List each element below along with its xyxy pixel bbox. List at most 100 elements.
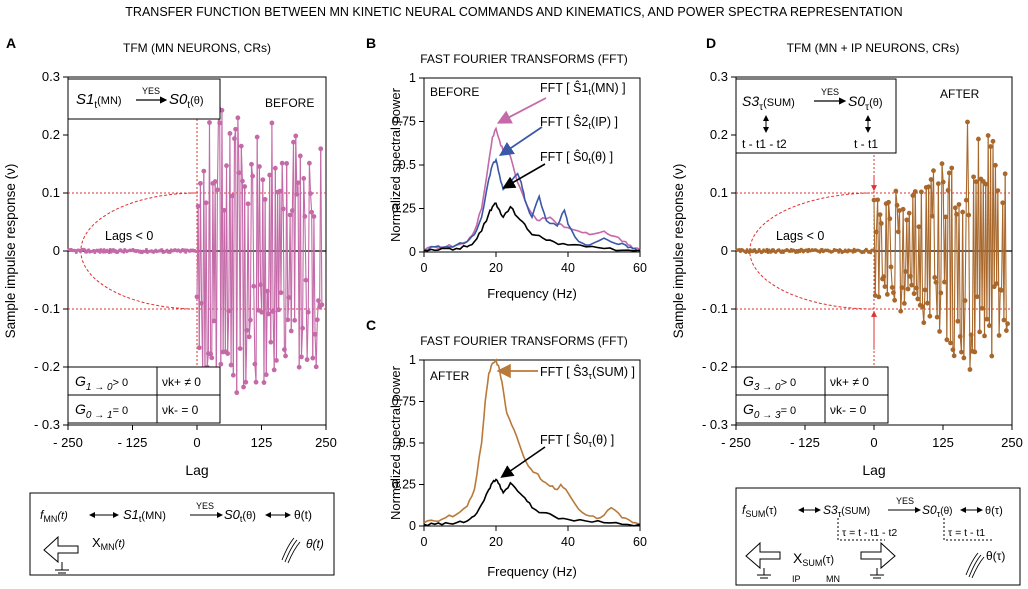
panel-a-stem-segment (302, 178, 305, 329)
panel-b-xtick-label: 0 (421, 261, 428, 275)
panel-d-sample-point (876, 294, 882, 300)
panel-c-xtick-label: 20 (489, 535, 503, 549)
d-sch-tau2-bracket (943, 518, 994, 541)
panel-d-title: TFM (MN + IP NEURONS, CRs) (787, 41, 960, 55)
panel-a-sample-point (102, 248, 106, 252)
panel-d-sample-point (766, 251, 770, 255)
panel-d-stem-segment (937, 183, 941, 332)
panel-d-stem-segment (951, 167, 954, 350)
panel-d-sample-point (910, 193, 916, 198)
panel-d-stem-segment (1004, 173, 1007, 331)
a-inset-s0-arg: (θ) (190, 95, 203, 107)
a-gt-g1-tail: > 0 (113, 377, 129, 389)
a-sch-theta2: θ(t) (306, 537, 324, 551)
a-inset-s1-arg: (MN) (97, 95, 121, 107)
panel-d-stem-segment (966, 121, 970, 216)
svg-text:G0 → 3= 0: G0 → 3= 0 (743, 401, 796, 421)
panel-d-sample-point (820, 247, 824, 251)
panel-c-series-1 (423, 478, 641, 527)
panel-d-sample-point (818, 250, 822, 254)
d-sch-ip: IP (792, 574, 801, 584)
figure-title: TRANSFER FUNCTION BETWEEN MN KINETIC NEU… (125, 5, 902, 19)
panel-d-stem-segment (894, 191, 897, 301)
panel-d-stems (735, 119, 1010, 372)
panel-a-stem-segment (294, 135, 297, 321)
a-sch-f-arg: (t) (57, 510, 68, 522)
panel-a-stem-segment (287, 297, 290, 320)
panel-d-lags-label: Lags < 0 (776, 229, 824, 243)
panel-b-series-0 (423, 126, 641, 251)
panel-b-ytick-label: 0 (409, 245, 416, 259)
neuron-icon (745, 541, 781, 579)
d-sch-mn: MN (826, 574, 840, 584)
d-sch-s3: S3 (823, 503, 838, 517)
panel-a-sample-point (122, 250, 126, 254)
a-sch-s1: S1 (123, 507, 139, 522)
panel-d-sample-point (979, 305, 985, 311)
panel-d-ytick-label: 0.2 (710, 127, 728, 142)
panel-a-stem-segment (244, 186, 247, 383)
a-inset-s0-sub: t (187, 100, 190, 111)
panel-d-ylabel: Sample impulse response (ν) (671, 164, 686, 339)
svg-text:S3τ(SUM): S3τ(SUM) (742, 93, 795, 113)
panel-b-xlabel: Frequency (Hz) (487, 286, 577, 301)
panel-d-sample-point (959, 349, 964, 355)
panel-b-xtick-label: 40 (561, 261, 575, 275)
panel-a-tag: BEFORE (265, 96, 314, 110)
panel-d-stem-segment (914, 191, 918, 289)
panel-a-stem-segment (199, 183, 203, 304)
panel-d-sample-point (966, 212, 972, 218)
panel-d-tag: AFTER (940, 87, 980, 101)
svg-text:G3 → 0> 0: G3 → 0> 0 (743, 373, 796, 393)
panel-d-sample-point (1002, 171, 1008, 177)
panel-a-stem-segment (308, 163, 312, 194)
panel-d-sample-point (986, 323, 992, 329)
panel-d-stem-segment (998, 289, 1001, 336)
d-inset-s3: S3 (742, 93, 759, 109)
panel-a-stem-segment (299, 155, 302, 357)
panel-a-stem-segment (239, 146, 242, 349)
limb-icon (965, 552, 985, 579)
d-inset-s0-arg: (θ) (869, 97, 882, 109)
svg-text:FFT [ Ŝ3τ(SUM) ]: FFT [ Ŝ3τ(SUM) ] (540, 364, 635, 381)
panel-a-inset-top: S1t(MN) YES S0t(θ) (67, 78, 221, 120)
panel-a-plot: 0.3 0.2 0.1 0 - 0.1 - 0.2 - 0.3 - 250 - 125 0 125… (34, 69, 337, 450)
panel-d-ytick-label: - 0.2 (702, 359, 728, 374)
panel-a-stem-segment (215, 189, 218, 381)
a-gt-g2: G (75, 401, 86, 417)
panel-c-ytick-label: 0.5 (399, 436, 416, 450)
neuron-icon (43, 535, 79, 574)
panel-a-stem-segment (208, 122, 212, 354)
d-inset-s0: S0 (848, 93, 865, 109)
svg-text:S0t(θ): S0t(θ) (224, 507, 256, 524)
neuron-icon (860, 541, 896, 579)
a-sch-s0-sub: t (240, 514, 243, 524)
panel-a-stem-segment (307, 163, 310, 313)
panel-c-ytick-label: 0.25 (392, 478, 416, 492)
panel-d-sample-point (1005, 321, 1010, 327)
panel-a-stem-segment (320, 148, 323, 305)
panel-d-sample-point (926, 184, 932, 190)
panel-d-sample-point (983, 181, 989, 187)
panel-b-letter: B (366, 35, 376, 51)
a-sch-theta: θ(t) (294, 508, 312, 522)
panel-d-ytick-label: 0.3 (710, 69, 728, 84)
b-label1: FFT [ Ŝ1 (540, 80, 588, 95)
panel-a-stem-segment (290, 210, 293, 331)
panel-d-ytick-label: 0 (721, 243, 728, 258)
panel-a-stem-segment (306, 312, 309, 360)
panel-a-sample-point (319, 302, 325, 308)
panel-b-ytick-label: 0.5 (399, 158, 416, 172)
panel-b-axes-frame (423, 77, 641, 253)
panel-a-stem-segment (240, 146, 243, 182)
panel-a-ytick-label: 0.3 (42, 69, 60, 84)
svg-text:FFT [ Ŝ0t(θ) ]: FFT [ Ŝ0t(θ) ] (540, 149, 613, 166)
d-inset-s0-sub: τ (865, 102, 869, 113)
d-sch-theta: θ(τ) (985, 505, 1003, 517)
panel-a-sample-point (160, 248, 164, 252)
panel-c-ylabel: Normalized spectral power (388, 365, 403, 520)
d-sch-f-sub: SUM (745, 509, 765, 519)
panel-d-stem-segment (939, 292, 942, 332)
panel-a-xtick-label: 0 (193, 435, 200, 450)
d-sch-tau2: τ = t - t1 (948, 527, 985, 539)
